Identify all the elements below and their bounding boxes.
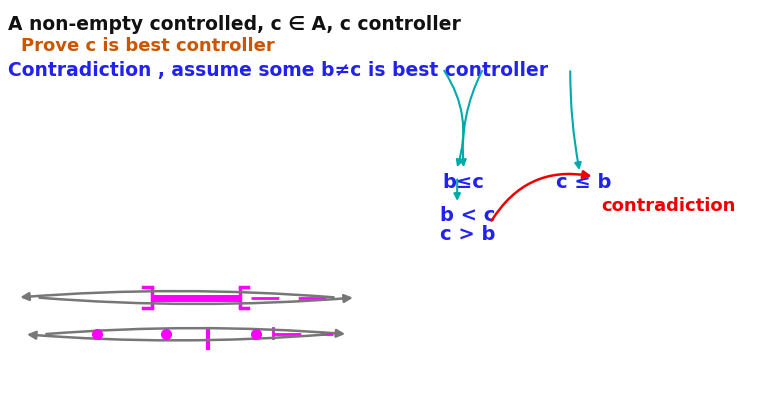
Text: b≤c: b≤c [443, 173, 485, 192]
Text: contradiction: contradiction [601, 197, 736, 215]
Text: Prove c is best controller: Prove c is best controller [21, 37, 275, 54]
Text: A non-empty controlled, c ∈ A, c controller: A non-empty controlled, c ∈ A, c control… [8, 15, 460, 34]
Text: c ≤ b: c ≤ b [556, 173, 611, 192]
Text: Contradiction , assume some b≠c is best controller: Contradiction , assume some b≠c is best … [8, 61, 548, 80]
Text: c > b: c > b [440, 225, 495, 244]
Text: b < c: b < c [440, 206, 495, 225]
